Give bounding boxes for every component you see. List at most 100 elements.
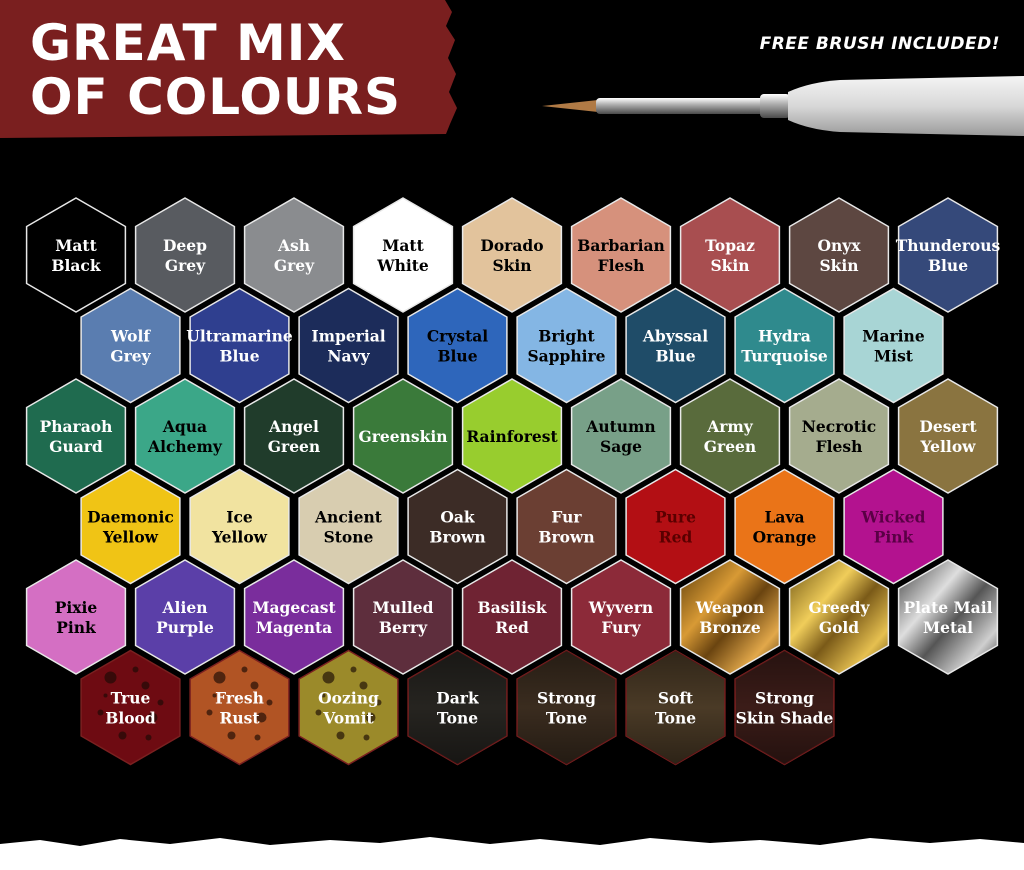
swatch-hexagon	[679, 378, 781, 494]
swatch-hexagon	[80, 649, 181, 766]
swatch-hexagon	[679, 197, 781, 313]
splatter-spot	[350, 666, 357, 673]
swatch-label-line2: Blue	[655, 347, 695, 366]
swatch-label-line2: Green	[704, 437, 756, 456]
swatch-hexagon	[788, 197, 890, 313]
swatch-label-line1: Dark	[436, 689, 479, 708]
swatch-hexagon	[25, 559, 127, 675]
swatch-hexagon	[189, 287, 290, 404]
swatch-label-line1: Dorado	[480, 236, 543, 255]
swatch-label-line1: Rainforest	[466, 427, 558, 446]
wash-texture	[735, 650, 834, 765]
wash-texture	[517, 650, 616, 765]
swatch-label-line2: Tone	[655, 709, 696, 728]
splatter-spot	[365, 712, 376, 723]
swatch-label-line2: Flesh	[816, 437, 863, 456]
swatch-hexagon	[298, 468, 399, 585]
swatch-label-line2: Skin	[492, 256, 531, 275]
swatch-label-line1: Bright	[538, 327, 595, 346]
swatch-label-line1: Greenskin	[358, 427, 447, 446]
swatch-hexagon	[570, 559, 672, 675]
paint-swatch-rainforest: Rainforest	[461, 378, 563, 494]
swatch-hexagon	[625, 287, 726, 404]
swatch-label-line2: Turquoise	[741, 347, 828, 366]
swatch-hexagon	[734, 468, 835, 585]
free-brush-note: FREE BRUSH INCLUDED!	[759, 34, 1000, 54]
splatter-spot	[322, 671, 335, 684]
swatch-label-line2: Gold	[819, 618, 859, 637]
swatch-label-line1: Mulled	[373, 598, 434, 617]
splatter-spot	[147, 712, 158, 723]
swatch-label-line2: Red	[495, 618, 529, 637]
swatch-label-line1: Hydra	[758, 327, 811, 346]
wash-texture	[408, 650, 507, 765]
splatter-spot	[157, 699, 164, 706]
splatter-spot	[141, 681, 150, 690]
swatch-label-line2: Bronze	[699, 618, 761, 637]
swatch-hexagon	[788, 559, 890, 675]
swatch-label-line1: Oozing	[318, 689, 379, 708]
swatch-hexagon	[407, 287, 508, 404]
swatch-hexagon	[570, 378, 672, 494]
swatch-label-line1: Autumn	[585, 417, 655, 436]
paint-brush-icon	[542, 76, 1024, 136]
swatch-label-line2: Alchemy	[147, 437, 223, 456]
splatter-spot	[363, 734, 370, 741]
swatch-hexagon	[897, 197, 999, 313]
swatch-label-line1: Barbarian	[577, 236, 665, 255]
swatch-label-line1: Plate Mail	[904, 598, 993, 617]
swatch-label-line2: Metal	[923, 618, 973, 637]
swatch-hexagon	[570, 197, 672, 313]
swatch-label-line1: Aqua	[162, 417, 207, 436]
splatter-spot	[375, 699, 382, 706]
splatter-spot	[315, 709, 322, 716]
swatch-label-line1: Fur	[551, 508, 582, 527]
swatch-label-line2: Red	[659, 528, 693, 547]
swatch-label-line2: Blue	[437, 347, 477, 366]
swatch-hexagon	[189, 468, 290, 585]
swatch-hexagon	[298, 287, 399, 404]
swatch-hexagon	[897, 559, 999, 675]
swatch-label-line2: Orange	[753, 528, 817, 547]
splatter-spot	[250, 681, 259, 690]
swatch-label-line1: Topaz	[705, 236, 755, 255]
splatter-spot	[321, 693, 326, 698]
swatch-hexagon	[80, 468, 181, 585]
swatch-label-line1: Ultramarine	[186, 327, 293, 346]
swatch-hexagon	[189, 649, 290, 766]
swatch-label-line2: Tone	[546, 709, 587, 728]
swatch-hexagon	[843, 468, 944, 585]
swatch-label-line2: Tone	[437, 709, 478, 728]
swatch-label-line1: Pixie	[55, 598, 98, 617]
page-title-line2: OF COLOURS	[30, 68, 401, 126]
swatch-label-line2: Skin	[710, 256, 749, 275]
swatch-label-line2: Purple	[156, 618, 214, 637]
swatch-hexagon	[516, 468, 617, 585]
